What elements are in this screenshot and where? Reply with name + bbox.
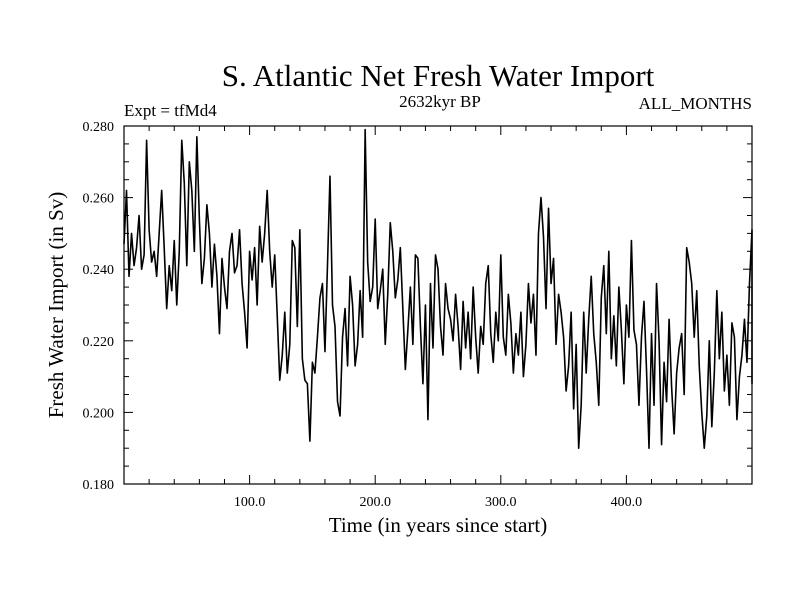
- x-tick-label: 300.0: [485, 495, 517, 510]
- axis-ticks: [124, 126, 752, 484]
- tick-labels: 100.0 200.0 300.0 400.0 0.180 0.200 0.220 0.240…: [83, 120, 643, 510]
- chart-subtitle: 2632kyr BP: [399, 92, 481, 111]
- x-tick-label: 200.0: [359, 495, 391, 510]
- y-tick-label: 0.200: [83, 406, 115, 421]
- series-layer: [123, 128, 753, 450]
- y-tick-label: 0.220: [83, 335, 115, 350]
- y-tick-label: 0.260: [83, 192, 115, 207]
- x-tick-label: 400.0: [611, 495, 643, 510]
- y-tick-label: 0.280: [83, 120, 115, 135]
- plot-frame: [123, 125, 753, 485]
- x-tick-label: 100.0: [234, 495, 266, 510]
- period-label: ALL_MONTHS: [639, 94, 752, 113]
- chart-title: S. Atlantic Net Fresh Water Import: [222, 58, 655, 93]
- experiment-label: Expt = tfMd4: [124, 101, 217, 120]
- x-axis-label: Time (in years since start): [329, 513, 548, 537]
- y-axis-label: Fresh Water Import (in Sv): [44, 192, 68, 419]
- y-tick-label: 0.240: [83, 263, 115, 278]
- series-line: [123, 128, 753, 450]
- y-tick-label: 0.180: [83, 478, 115, 493]
